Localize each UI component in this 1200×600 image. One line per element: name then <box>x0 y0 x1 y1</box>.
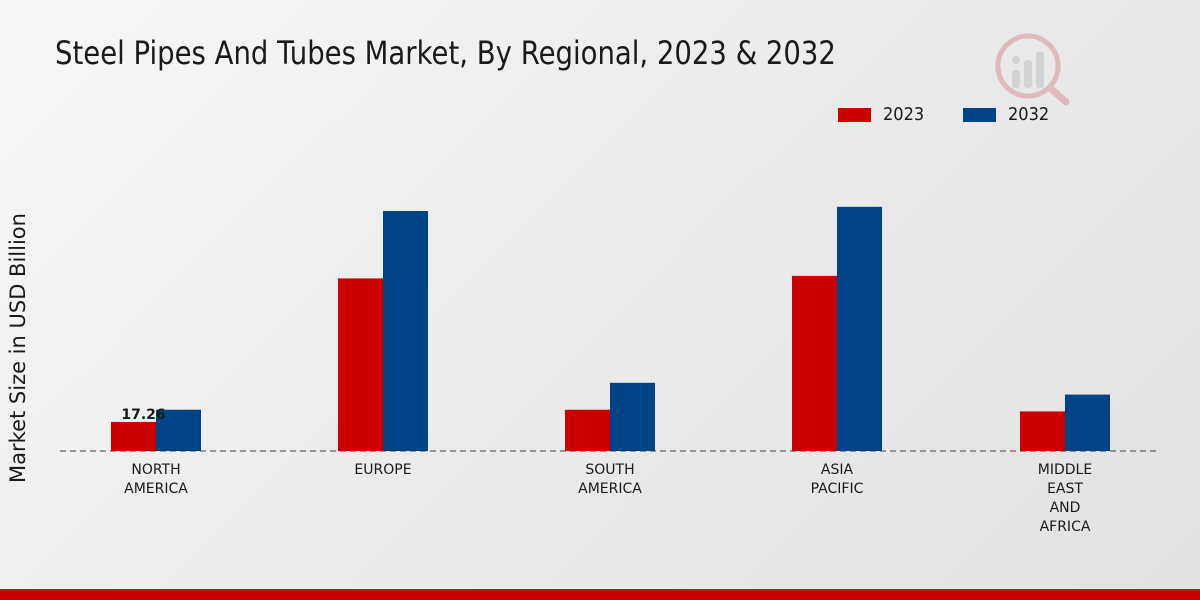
bar-2023-1 <box>338 278 383 451</box>
bar-2023-3 <box>792 275 837 451</box>
bar-2023-0 <box>111 421 156 451</box>
legend-label-2032: 2032 <box>1007 104 1050 125</box>
legend-item-2032: 2032 <box>962 104 1054 125</box>
legend-item-2023: 2023 <box>838 104 929 125</box>
bar-2032-1 <box>383 211 428 451</box>
bar-2032-2 <box>610 382 655 451</box>
legend: 2023 2032 <box>838 104 1088 125</box>
x-tick-label-4: MIDDLE EAST AND AFRICA <box>1038 462 1092 535</box>
bar-2023-2 <box>565 409 610 451</box>
legend-label-2023: 2023 <box>883 104 925 125</box>
x-tick-label-1: EUROPE <box>354 462 411 478</box>
x-tick-label-2: SOUTH AMERICA <box>578 462 642 497</box>
chart-title: Steel Pipes And Tubes Market, By Regiona… <box>55 34 836 72</box>
bottom-accent-bar <box>0 589 1200 600</box>
legend-swatch-2032 <box>962 107 996 122</box>
bar-2032-4 <box>1065 394 1110 451</box>
bar-2032-0 <box>156 409 201 451</box>
x-tick-label-0: NORTH AMERICA <box>124 462 188 497</box>
data-label-0: 17.26 <box>121 407 165 423</box>
bar-2032-3 <box>837 206 882 451</box>
x-tick-label-3: ASIA PACIFIC <box>811 462 864 497</box>
bar-2023-4 <box>1020 411 1065 451</box>
legend-swatch-2023 <box>838 107 871 122</box>
watermark-logo-icon <box>995 33 1070 106</box>
